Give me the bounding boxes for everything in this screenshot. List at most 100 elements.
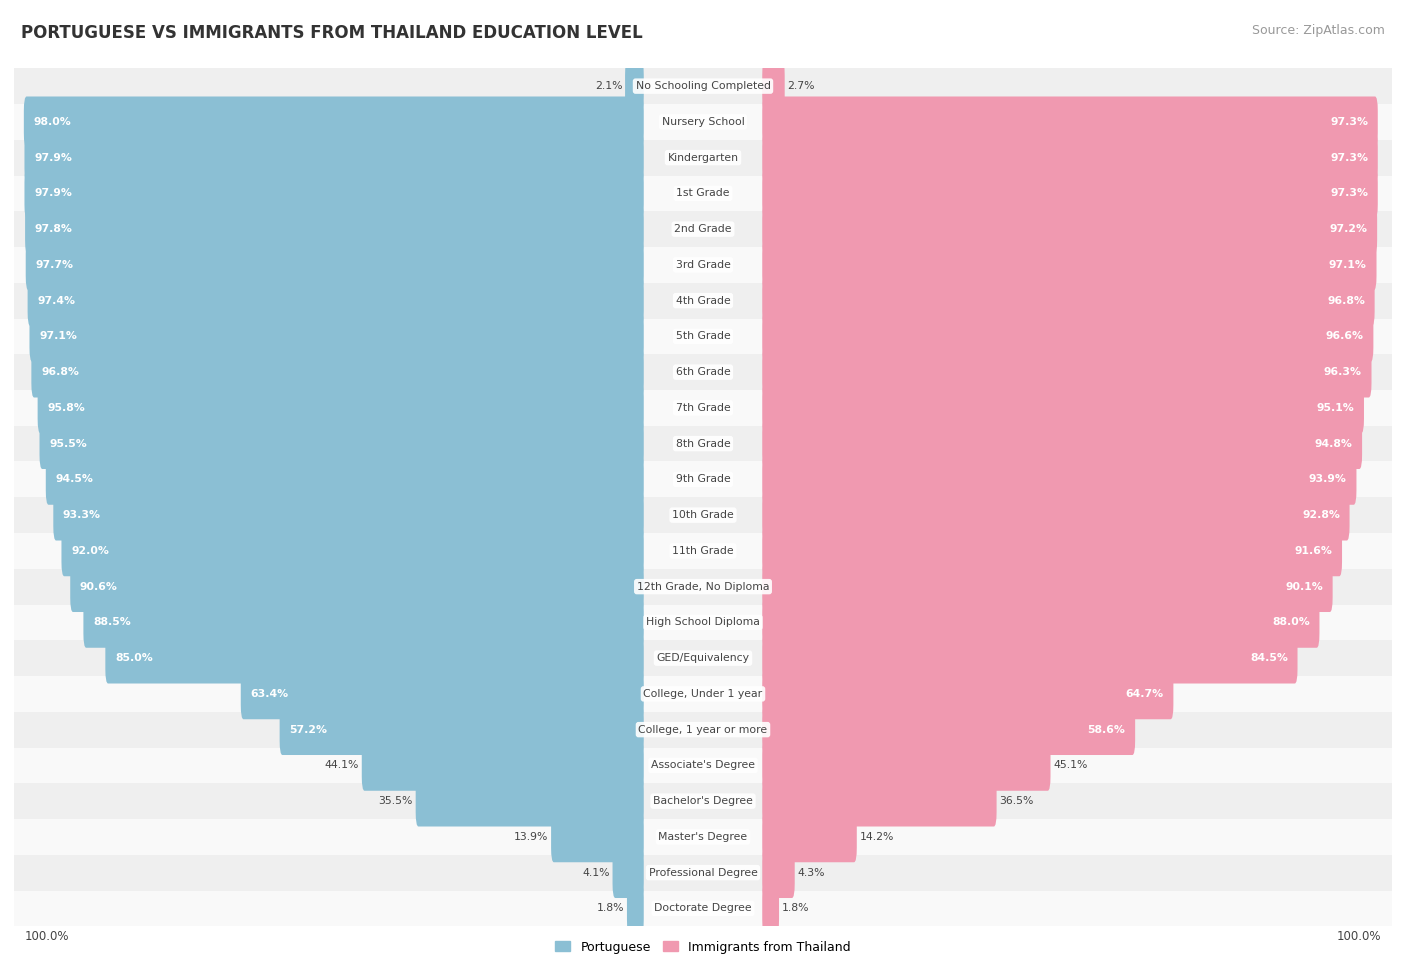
FancyBboxPatch shape (62, 526, 644, 576)
Text: 4th Grade: 4th Grade (676, 295, 730, 305)
Text: 93.9%: 93.9% (1309, 475, 1347, 485)
FancyBboxPatch shape (361, 740, 644, 791)
Bar (14, 568, 1392, 604)
FancyBboxPatch shape (627, 883, 644, 934)
Legend: Portuguese, Immigrants from Thailand: Portuguese, Immigrants from Thailand (550, 936, 856, 958)
FancyBboxPatch shape (280, 704, 644, 755)
FancyBboxPatch shape (25, 240, 644, 291)
Text: PORTUGUESE VS IMMIGRANTS FROM THAILAND EDUCATION LEVEL: PORTUGUESE VS IMMIGRANTS FROM THAILAND E… (21, 24, 643, 42)
Bar (14, 783, 1392, 819)
Text: 100.0%: 100.0% (24, 930, 69, 944)
FancyBboxPatch shape (416, 776, 644, 827)
Text: 85.0%: 85.0% (115, 653, 153, 663)
FancyBboxPatch shape (762, 883, 779, 934)
Bar (14, 319, 1392, 354)
Text: Master's Degree: Master's Degree (658, 832, 748, 841)
Text: 97.3%: 97.3% (1330, 117, 1368, 127)
FancyBboxPatch shape (24, 97, 644, 147)
Bar (14, 354, 1392, 390)
Text: 97.1%: 97.1% (39, 332, 77, 341)
FancyBboxPatch shape (240, 669, 644, 720)
Text: 97.7%: 97.7% (35, 260, 73, 270)
FancyBboxPatch shape (24, 133, 644, 183)
FancyBboxPatch shape (762, 633, 1298, 683)
Text: 95.5%: 95.5% (49, 439, 87, 448)
Text: Source: ZipAtlas.com: Source: ZipAtlas.com (1251, 24, 1385, 37)
Text: 2.1%: 2.1% (595, 81, 623, 91)
Text: 97.4%: 97.4% (37, 295, 76, 305)
Text: 14.2%: 14.2% (859, 832, 894, 841)
Text: 98.0%: 98.0% (34, 117, 72, 127)
FancyBboxPatch shape (105, 633, 644, 683)
Text: 91.6%: 91.6% (1295, 546, 1333, 556)
Text: 12th Grade, No Diploma: 12th Grade, No Diploma (637, 582, 769, 592)
FancyBboxPatch shape (762, 60, 785, 111)
FancyBboxPatch shape (25, 204, 644, 254)
FancyBboxPatch shape (762, 168, 1378, 218)
Bar (14, 247, 1392, 283)
Bar (14, 390, 1392, 426)
Text: 1st Grade: 1st Grade (676, 188, 730, 198)
Text: 88.0%: 88.0% (1272, 617, 1310, 627)
FancyBboxPatch shape (24, 168, 644, 218)
Text: 92.0%: 92.0% (72, 546, 110, 556)
FancyBboxPatch shape (762, 347, 1371, 398)
Text: 90.6%: 90.6% (80, 582, 118, 592)
Text: 1.8%: 1.8% (596, 904, 624, 914)
FancyBboxPatch shape (762, 597, 1319, 647)
Text: Professional Degree: Professional Degree (648, 868, 758, 878)
Text: 95.8%: 95.8% (48, 403, 84, 412)
Text: 90.1%: 90.1% (1285, 582, 1323, 592)
Text: Nursery School: Nursery School (662, 117, 744, 127)
FancyBboxPatch shape (762, 454, 1357, 505)
FancyBboxPatch shape (762, 275, 1375, 326)
Text: 92.8%: 92.8% (1302, 510, 1340, 520)
FancyBboxPatch shape (28, 275, 644, 326)
Text: 64.7%: 64.7% (1126, 689, 1164, 699)
FancyBboxPatch shape (762, 669, 1174, 720)
Text: 96.3%: 96.3% (1324, 368, 1362, 377)
Text: 44.1%: 44.1% (325, 760, 359, 770)
FancyBboxPatch shape (83, 597, 644, 647)
Bar (14, 497, 1392, 533)
Text: 97.9%: 97.9% (34, 188, 72, 198)
Text: 100.0%: 100.0% (1337, 930, 1382, 944)
Text: 4.3%: 4.3% (797, 868, 825, 878)
Bar (14, 461, 1392, 497)
Text: 97.3%: 97.3% (1330, 188, 1368, 198)
Text: 36.5%: 36.5% (1000, 797, 1033, 806)
Text: 1.8%: 1.8% (782, 904, 810, 914)
FancyBboxPatch shape (762, 204, 1376, 254)
Text: 96.8%: 96.8% (41, 368, 79, 377)
Text: 57.2%: 57.2% (290, 724, 328, 734)
FancyBboxPatch shape (762, 704, 1135, 755)
Text: 10th Grade: 10th Grade (672, 510, 734, 520)
Text: Bachelor's Degree: Bachelor's Degree (652, 797, 754, 806)
Text: 5th Grade: 5th Grade (676, 332, 730, 341)
FancyBboxPatch shape (762, 133, 1378, 183)
Text: 2nd Grade: 2nd Grade (675, 224, 731, 234)
Bar (14, 533, 1392, 568)
Bar (14, 104, 1392, 139)
FancyBboxPatch shape (762, 240, 1376, 291)
Text: 58.6%: 58.6% (1088, 724, 1125, 734)
Text: 84.5%: 84.5% (1250, 653, 1288, 663)
FancyBboxPatch shape (551, 811, 644, 862)
Text: 95.1%: 95.1% (1316, 403, 1354, 412)
Text: 97.1%: 97.1% (1329, 260, 1367, 270)
Text: High School Diploma: High School Diploma (647, 617, 759, 627)
FancyBboxPatch shape (762, 776, 997, 827)
FancyBboxPatch shape (762, 847, 794, 898)
Text: 96.6%: 96.6% (1326, 332, 1364, 341)
FancyBboxPatch shape (53, 489, 644, 540)
Text: Associate's Degree: Associate's Degree (651, 760, 755, 770)
Bar (14, 426, 1392, 461)
Text: 97.9%: 97.9% (34, 153, 72, 163)
Text: 2.7%: 2.7% (787, 81, 815, 91)
Text: 35.5%: 35.5% (378, 797, 413, 806)
FancyBboxPatch shape (70, 562, 644, 612)
Text: 3rd Grade: 3rd Grade (675, 260, 731, 270)
Text: 97.3%: 97.3% (1330, 153, 1368, 163)
Bar (14, 676, 1392, 712)
FancyBboxPatch shape (762, 97, 1378, 147)
